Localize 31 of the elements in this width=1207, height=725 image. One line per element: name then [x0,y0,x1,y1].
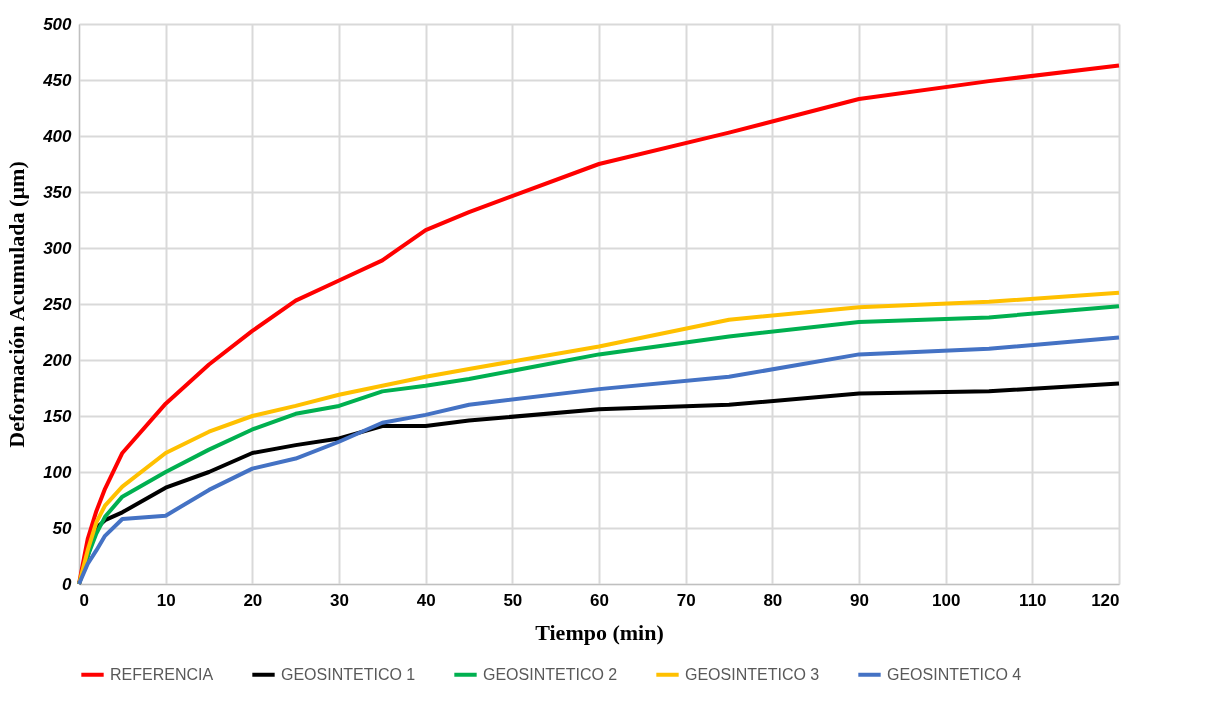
x-tick-label: 30 [330,590,349,610]
y-tick-label: 0 [62,574,73,594]
y-tick-label: 350 [43,182,73,202]
x-tick-label: 70 [676,590,696,610]
y-tick-label: 100 [43,462,73,482]
y-tick-label: 500 [43,14,73,34]
legend-label: GEOSINTETICO 3 [685,665,820,683]
y-tick-label: 400 [42,126,73,146]
x-tick-label: 110 [1019,590,1047,610]
legend-label: REFERENCIA [110,665,214,683]
y-tick-label: 250 [42,294,73,314]
x-axis-title: Tiempo (min) [535,619,664,645]
y-tick-label: 150 [43,406,73,426]
x-tick-label: 100 [931,590,961,610]
legend-label: GEOSINTETICO 4 [887,665,1022,683]
y-tick-label: 50 [52,518,73,538]
x-tick-label: 60 [590,590,609,610]
legend-label: GEOSINTETICO 1 [281,665,416,683]
x-tick-label: 80 [763,590,783,610]
x-tick-label: 90 [850,590,869,610]
y-tick-label: 450 [42,70,73,90]
x-tick-label: 20 [243,590,263,610]
y-tick-label: 300 [43,238,73,258]
x-tick-label: 50 [503,590,523,610]
y-axis-title: Deformación Acumulada (µm) [4,161,30,448]
x-tick-label: 40 [416,590,436,610]
x-tick-label: 0 [79,590,89,610]
x-tick-label: 120 [1091,590,1120,610]
y-tick-label: 200 [42,350,73,370]
legend-label: GEOSINTETICO 2 [483,665,618,683]
x-tick-label: 10 [156,590,176,610]
